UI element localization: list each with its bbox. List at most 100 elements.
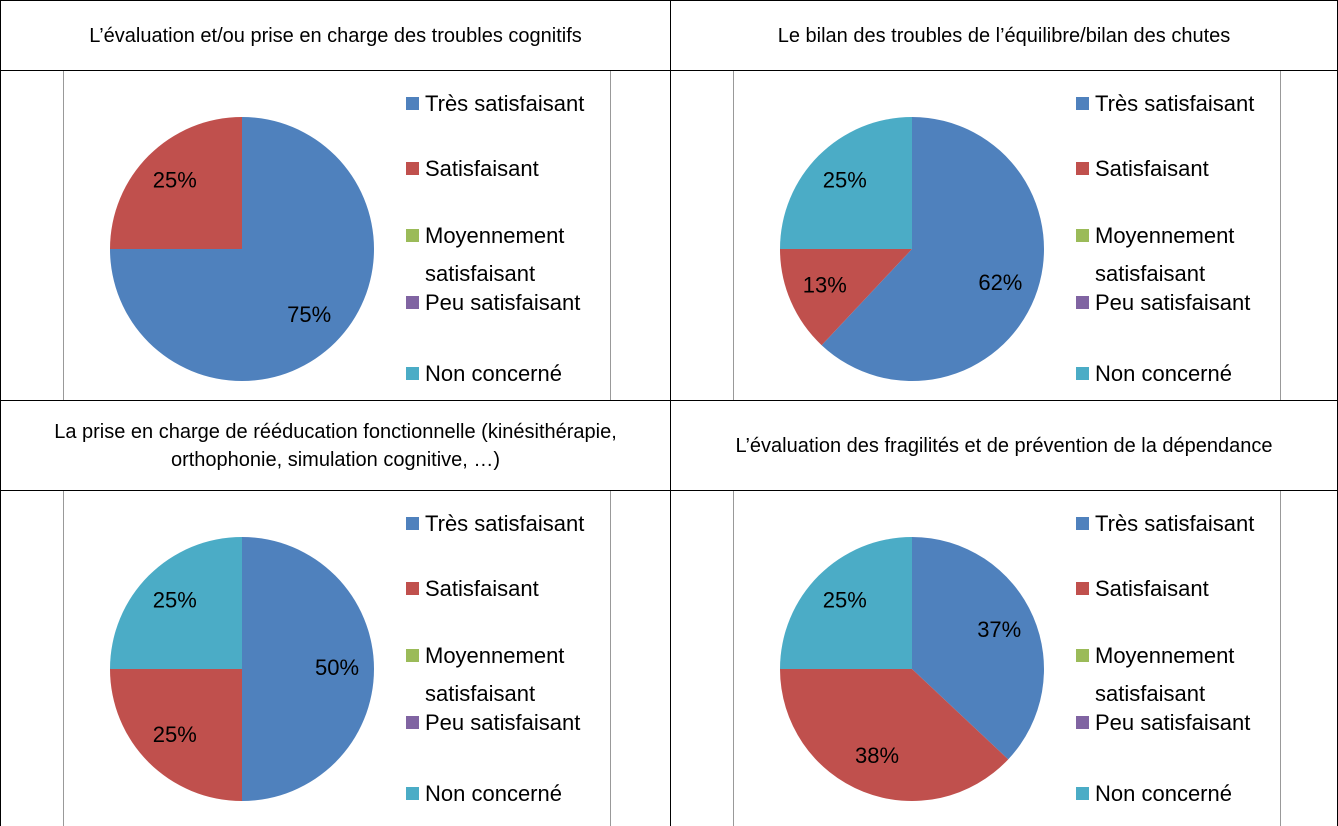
pie-slice: [780, 117, 912, 249]
legend-label: Moyennement satisfaisant: [425, 643, 565, 706]
data-label: 25%: [823, 588, 867, 613]
chart-cell: 62% 13% 25% Très satisfaisant Satisfaisant Mo…: [670, 70, 1338, 401]
plot-area: [63, 71, 611, 400]
pie-chart: 75% 25%: [110, 117, 374, 381]
legend-item: Très satisfaisant: [406, 85, 625, 123]
legend-swatch: [406, 582, 419, 595]
plot-area: [733, 71, 1281, 400]
legend-label: Moyennement satisfaisant: [425, 223, 565, 286]
legend-item: Satisfaisant: [406, 150, 625, 188]
legend-label: Peu satisfaisant: [1095, 290, 1251, 315]
pie-slice: [110, 669, 242, 801]
pie-slice: [821, 117, 1044, 381]
legend-swatch: [406, 229, 419, 242]
legend-swatch: [1076, 97, 1089, 110]
legend-swatch: [406, 162, 419, 175]
legend-swatch: [1076, 229, 1089, 242]
pie-chart: 37% 38% 25%: [780, 537, 1044, 801]
legend-item: Moyennement satisfaisant: [1076, 217, 1295, 293]
legend-item: Satisfaisant: [1076, 570, 1295, 608]
legend-label: Non concerné: [1095, 361, 1232, 386]
legend-item: Non concerné: [406, 775, 625, 813]
legend-label: Non concerné: [425, 781, 562, 806]
pie-chart: 50% 25% 25%: [110, 537, 374, 801]
legend-label: Moyennement satisfaisant: [1095, 223, 1235, 286]
legend-swatch: [1076, 649, 1089, 662]
legend-swatch: [406, 787, 419, 800]
pie-slice: [780, 249, 912, 346]
legend-item: Moyennement satisfaisant: [406, 217, 625, 293]
legend-label: Satisfaisant: [1095, 156, 1209, 181]
legend-swatch: [406, 367, 419, 380]
data-label: 13%: [803, 273, 847, 298]
legend-item: Très satisfaisant: [1076, 505, 1295, 543]
legend-item: Peu satisfaisant: [1076, 704, 1295, 742]
legend-item: Moyennement satisfaisant: [1076, 637, 1295, 713]
chart-title: L’évaluation des fragilités et de préven…: [735, 434, 1273, 457]
plot-area: [733, 491, 1281, 826]
cell-header: Le bilan des troubles de l’équilibre/bil…: [670, 0, 1338, 71]
legend-label: Moyennement satisfaisant: [1095, 643, 1235, 706]
legend-item: Moyennement satisfaisant: [406, 637, 625, 713]
pie-slice: [912, 537, 1044, 760]
legend-item: Peu satisfaisant: [406, 704, 625, 742]
legend-item: Peu satisfaisant: [1076, 284, 1295, 322]
legend-label: Très satisfaisant: [425, 91, 585, 116]
chart-title: L’évaluation et/ou prise en charge des t…: [89, 24, 582, 47]
data-label: 38%: [855, 743, 899, 768]
legend-item: Peu satisfaisant: [406, 284, 625, 322]
legend-item: Non concerné: [1076, 775, 1295, 813]
legend-swatch: [406, 649, 419, 662]
cell-header: La prise en charge de rééducation foncti…: [0, 400, 671, 491]
chart-cell: 50% 25% 25% Très satisfaisant Satisfaisant Mo…: [0, 490, 671, 826]
legend-label: Satisfaisant: [425, 156, 539, 181]
pie-slice: [242, 537, 374, 801]
legend-swatch: [1076, 367, 1089, 380]
legend-item: Très satisfaisant: [1076, 85, 1295, 123]
data-label: 37%: [977, 617, 1021, 642]
pie-chart: 62% 13% 25%: [780, 117, 1044, 381]
data-label: 25%: [153, 722, 197, 747]
legend-label: Satisfaisant: [425, 576, 539, 601]
legend-label: Peu satisfaisant: [1095, 710, 1251, 735]
data-label: 25%: [153, 168, 197, 193]
legend-item: Non concerné: [406, 355, 625, 393]
legend-swatch: [406, 296, 419, 309]
legend-swatch: [1076, 162, 1089, 175]
legend-label: Non concerné: [1095, 781, 1232, 806]
pie-slice: [780, 669, 1009, 801]
data-label: 62%: [978, 270, 1022, 295]
data-label: 25%: [153, 588, 197, 613]
legend-swatch: [1076, 296, 1089, 309]
legend-swatch: [1076, 582, 1089, 595]
legend-label: Peu satisfaisant: [425, 710, 581, 735]
chart-title: Le bilan des troubles de l’équilibre/bil…: [777, 24, 1231, 47]
chart-cell: 75% 25% Très satisfaisant Satisfaisant Moyen…: [0, 70, 671, 401]
legend-item: Non concerné: [1076, 355, 1295, 393]
plot-area: [63, 491, 611, 826]
chart-title: La prise en charge de rééducation foncti…: [54, 420, 617, 471]
legend-item: Satisfaisant: [1076, 150, 1295, 188]
cell-header: L’évaluation des fragilités et de préven…: [670, 400, 1338, 491]
legend-swatch: [406, 517, 419, 530]
legend-label: Très satisfaisant: [1095, 91, 1255, 116]
legend-swatch: [1076, 517, 1089, 530]
legend-swatch: [1076, 716, 1089, 729]
pie-slice: [780, 537, 912, 669]
cell-header: L’évaluation et/ou prise en charge des t…: [0, 0, 671, 71]
chart-cell: 37% 38% 25% Très satisfaisant Satisfaisant Mo…: [670, 490, 1338, 826]
data-label: 50%: [315, 655, 359, 680]
legend-label: Satisfaisant: [1095, 576, 1209, 601]
data-label: 75%: [287, 302, 331, 327]
data-label: 25%: [823, 168, 867, 193]
legend-label: Non concerné: [425, 361, 562, 386]
legend-label: Peu satisfaisant: [425, 290, 581, 315]
legend-item: Très satisfaisant: [406, 505, 625, 543]
pie-slice: [110, 537, 242, 669]
pie-slice: [110, 117, 242, 249]
legend-item: Satisfaisant: [406, 570, 625, 608]
legend-swatch: [406, 97, 419, 110]
legend-swatch: [406, 716, 419, 729]
legend-swatch: [1076, 787, 1089, 800]
